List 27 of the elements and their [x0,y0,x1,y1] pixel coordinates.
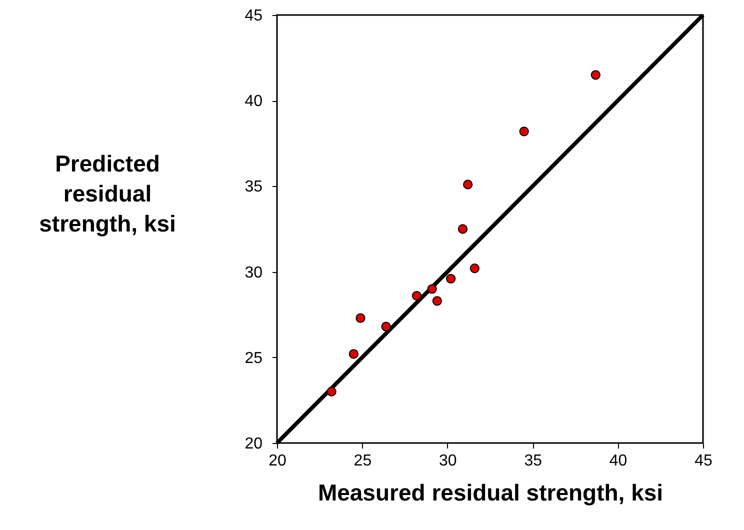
x-tick-label: 35 [524,452,542,470]
point [356,313,366,323]
point [427,284,437,294]
y-tick-label: 30 [244,264,263,282]
x-tick-label: 20 [268,452,286,470]
point [463,180,473,190]
point [458,224,468,234]
y-tick-label: 40 [244,93,263,110]
x-tick-label: 30 [439,452,457,470]
x-tick-label: 45 [694,452,712,470]
point [348,349,359,359]
y-tick-label: 20 [244,436,263,452]
point [590,70,600,80]
point [381,322,391,332]
y-tick-label: 25 [244,350,263,367]
point [446,274,456,284]
point [432,296,442,306]
point [412,290,422,301]
y-tick-label: 35 [244,178,263,196]
point [470,264,480,274]
x-tick-label: 25 [354,452,372,470]
y-tick-label: 45 [244,8,263,24]
y-axis-title: Predicted residual strength, ksi [39,150,176,236]
x-tick-label: 40 [609,452,628,470]
x-axis-title: Measured residual strength, ksi [318,480,664,506]
point [326,386,336,396]
point [519,126,529,136]
